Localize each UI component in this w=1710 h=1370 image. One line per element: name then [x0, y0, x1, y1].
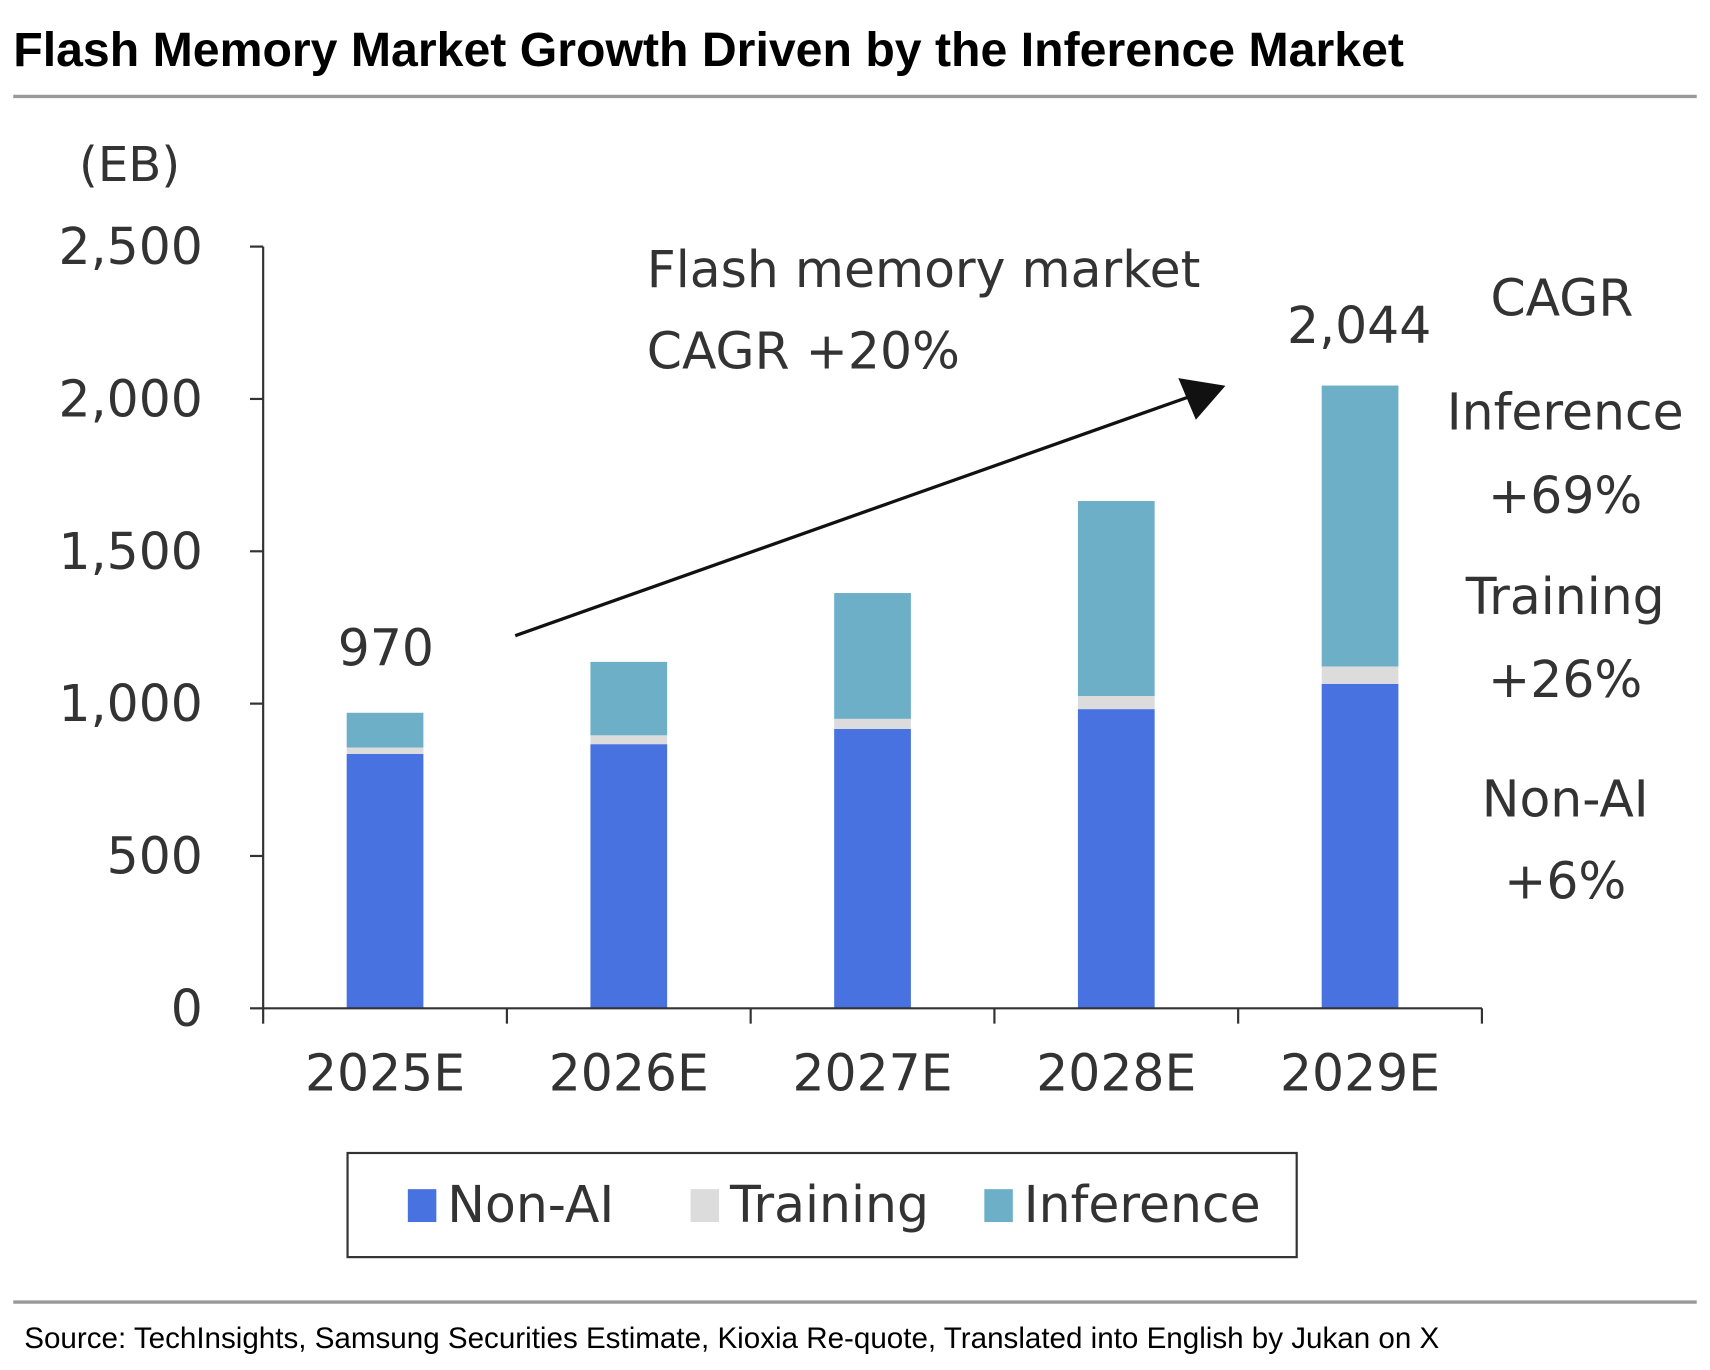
bars [346, 385, 1399, 1009]
chart-title: Flash Memory Market Growth Driven by the… [13, 23, 1404, 77]
bar-inference-2025E [346, 712, 424, 748]
y-axis-unit: (EB) [79, 137, 180, 193]
y-tick-label: 1,500 [59, 522, 203, 581]
legend-label-training: Training [729, 1175, 929, 1234]
legend-swatch-inference [984, 1189, 1013, 1223]
bar-inference-2026E [590, 661, 668, 736]
bar-non-ai-2029E [1321, 683, 1399, 1009]
y-tick-label: 1,000 [59, 674, 203, 733]
cagr-heading: CAGR [1490, 269, 1633, 328]
x-tick-label: 2026E [549, 1044, 709, 1103]
total-label-2025E: 970 [338, 618, 434, 677]
bar-non-ai-2025E [346, 753, 424, 1009]
bar-training-2027E [834, 718, 911, 729]
y-tick-label: 500 [107, 827, 203, 886]
x-tick-label: 2028E [1036, 1044, 1196, 1103]
bar-non-ai-2027E [834, 728, 911, 1009]
cagr-training-value: +26% [1488, 650, 1642, 709]
y-tick-label: 2,000 [59, 369, 203, 428]
legend-swatch-non-ai [407, 1189, 437, 1223]
cagr-inference-value: +69% [1488, 466, 1642, 525]
bar-training-2026E [590, 735, 668, 745]
y-tick-label: 0 [171, 979, 203, 1038]
y-tick-label: 2,500 [59, 217, 203, 276]
bar-non-ai-2028E [1077, 709, 1155, 1009]
cagr-inference-label: Inference [1447, 383, 1684, 442]
growth-arrow [514, 378, 1226, 638]
bar-training-2029E [1321, 666, 1399, 684]
bar-non-ai-2026E [590, 744, 668, 1009]
cagr-nonai-label: Non-AI [1482, 770, 1649, 829]
x-tick-label: 2029E [1280, 1044, 1440, 1103]
total-label-2029E: 2,044 [1287, 296, 1431, 355]
source-note: Source: TechInsights, Samsung Securities… [24, 1322, 1439, 1355]
x-tick-label: 2025E [305, 1044, 465, 1103]
legend-label-inference: Inference [1024, 1175, 1261, 1234]
bar-inference-2028E [1077, 501, 1155, 697]
legend-label-non-ai: Non-AI [447, 1175, 614, 1234]
bar-inference-2029E [1321, 385, 1399, 667]
legend: Non-AI Training Inference [346, 1151, 1298, 1259]
x-axis: 2025E 2026E 2027E 2028E 2029E [262, 1007, 1484, 1103]
market-cagr-line1: Flash memory market [647, 240, 1201, 299]
cagr-training-label: Training [1465, 567, 1665, 626]
x-tick-label: 2027E [792, 1044, 952, 1103]
cagr-nonai-value: +6% [1504, 852, 1626, 911]
bar-training-2025E [346, 747, 424, 754]
market-cagr-line2: CAGR +20% [647, 321, 960, 380]
legend-swatch-training [690, 1189, 720, 1223]
bar-training-2028E [1077, 696, 1155, 710]
bar-inference-2027E [834, 593, 911, 719]
y-axis: 0 500 1,000 1,500 2,000 2,500 [59, 217, 265, 1038]
